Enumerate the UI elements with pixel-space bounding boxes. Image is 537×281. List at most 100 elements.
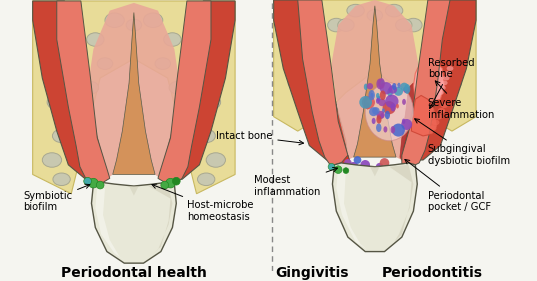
Circle shape bbox=[335, 166, 342, 173]
Polygon shape bbox=[389, 165, 413, 242]
Ellipse shape bbox=[445, 71, 452, 76]
Ellipse shape bbox=[397, 83, 401, 88]
Ellipse shape bbox=[198, 173, 215, 185]
Circle shape bbox=[392, 124, 405, 137]
Ellipse shape bbox=[424, 62, 441, 75]
Text: Symbiotic
biofilm: Symbiotic biofilm bbox=[23, 184, 90, 212]
Ellipse shape bbox=[404, 87, 408, 93]
Text: Modest
inflammation: Modest inflammation bbox=[255, 167, 337, 197]
Ellipse shape bbox=[206, 153, 226, 167]
Polygon shape bbox=[402, 0, 450, 167]
Polygon shape bbox=[402, 0, 476, 160]
Text: Gingivitis: Gingivitis bbox=[275, 266, 349, 280]
Circle shape bbox=[166, 178, 175, 188]
Polygon shape bbox=[331, 155, 351, 172]
Ellipse shape bbox=[386, 4, 403, 17]
Circle shape bbox=[376, 111, 384, 119]
Circle shape bbox=[172, 177, 180, 185]
Ellipse shape bbox=[377, 114, 381, 121]
Ellipse shape bbox=[67, 76, 85, 90]
Ellipse shape bbox=[328, 18, 345, 32]
Circle shape bbox=[369, 107, 378, 116]
Ellipse shape bbox=[434, 114, 442, 119]
Ellipse shape bbox=[200, 41, 222, 57]
Ellipse shape bbox=[364, 83, 368, 90]
Ellipse shape bbox=[439, 85, 446, 90]
Ellipse shape bbox=[368, 90, 375, 100]
Polygon shape bbox=[336, 167, 367, 250]
Polygon shape bbox=[411, 96, 438, 136]
Ellipse shape bbox=[380, 90, 386, 100]
Ellipse shape bbox=[73, 115, 89, 128]
Polygon shape bbox=[33, 1, 107, 179]
Polygon shape bbox=[297, 0, 351, 170]
Ellipse shape bbox=[82, 81, 99, 94]
Circle shape bbox=[403, 87, 410, 93]
Polygon shape bbox=[274, 0, 476, 131]
Ellipse shape bbox=[184, 151, 200, 163]
Ellipse shape bbox=[314, 96, 330, 108]
Ellipse shape bbox=[390, 126, 395, 133]
Ellipse shape bbox=[441, 32, 462, 47]
Ellipse shape bbox=[197, 129, 215, 143]
Text: Periodontitis: Periodontitis bbox=[382, 266, 483, 280]
Ellipse shape bbox=[376, 93, 380, 99]
Ellipse shape bbox=[420, 96, 436, 108]
Ellipse shape bbox=[308, 62, 326, 75]
Ellipse shape bbox=[396, 104, 399, 108]
Polygon shape bbox=[57, 1, 110, 184]
Ellipse shape bbox=[441, 80, 448, 85]
Ellipse shape bbox=[47, 95, 67, 109]
Ellipse shape bbox=[442, 76, 462, 90]
Circle shape bbox=[354, 156, 361, 164]
Polygon shape bbox=[158, 1, 211, 184]
Ellipse shape bbox=[447, 66, 453, 71]
Ellipse shape bbox=[383, 126, 387, 133]
Text: Host-microbe
homeostasis: Host-microbe homeostasis bbox=[152, 184, 253, 222]
Circle shape bbox=[380, 82, 392, 94]
Polygon shape bbox=[161, 1, 235, 179]
Ellipse shape bbox=[53, 173, 70, 185]
Circle shape bbox=[376, 163, 383, 171]
Text: Periodontal
pocket / GCF: Periodontal pocket / GCF bbox=[405, 160, 491, 212]
Ellipse shape bbox=[429, 125, 437, 131]
Circle shape bbox=[400, 83, 408, 91]
Ellipse shape bbox=[402, 99, 406, 105]
Ellipse shape bbox=[288, 76, 307, 90]
Polygon shape bbox=[400, 83, 415, 160]
Ellipse shape bbox=[387, 88, 393, 97]
Ellipse shape bbox=[347, 4, 364, 17]
Ellipse shape bbox=[376, 79, 383, 89]
Text: Subgingival
dysbiotic biofilm: Subgingival dysbiotic biofilm bbox=[415, 119, 510, 166]
Polygon shape bbox=[113, 13, 155, 175]
Circle shape bbox=[378, 99, 386, 106]
Text: Severe
inflammation: Severe inflammation bbox=[428, 81, 494, 120]
Circle shape bbox=[96, 181, 104, 189]
Ellipse shape bbox=[432, 119, 439, 125]
Ellipse shape bbox=[438, 108, 445, 114]
Ellipse shape bbox=[382, 108, 385, 113]
Ellipse shape bbox=[367, 10, 382, 21]
Polygon shape bbox=[148, 184, 172, 253]
Text: Periodontal health: Periodontal health bbox=[61, 266, 207, 280]
Ellipse shape bbox=[46, 41, 67, 57]
Circle shape bbox=[372, 107, 380, 115]
Ellipse shape bbox=[376, 98, 380, 104]
Polygon shape bbox=[88, 3, 180, 179]
Ellipse shape bbox=[338, 19, 354, 31]
Ellipse shape bbox=[372, 118, 375, 124]
Circle shape bbox=[394, 87, 403, 96]
Ellipse shape bbox=[381, 80, 384, 86]
Ellipse shape bbox=[179, 115, 194, 128]
Ellipse shape bbox=[390, 103, 396, 112]
Circle shape bbox=[89, 178, 98, 188]
Ellipse shape bbox=[68, 151, 84, 163]
Ellipse shape bbox=[392, 83, 396, 90]
Text: Resorbed
bone: Resorbed bone bbox=[428, 58, 475, 108]
Polygon shape bbox=[331, 0, 418, 160]
Ellipse shape bbox=[437, 90, 444, 95]
Circle shape bbox=[357, 166, 364, 173]
Ellipse shape bbox=[143, 13, 163, 28]
Ellipse shape bbox=[396, 19, 412, 31]
Circle shape bbox=[389, 85, 397, 94]
